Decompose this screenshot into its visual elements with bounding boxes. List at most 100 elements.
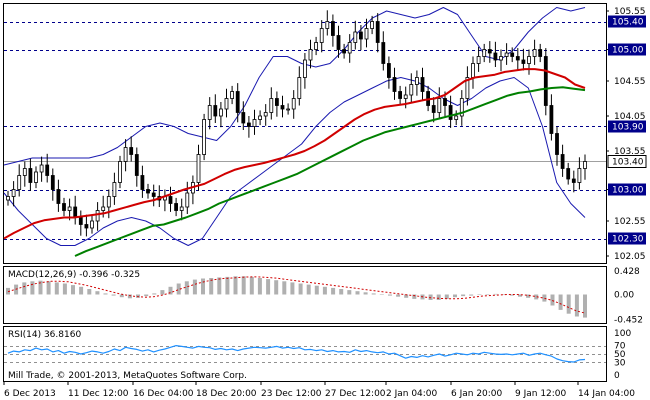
x-tick-label: 9 Jan 12:00 [515, 389, 567, 399]
level-tag-label: 102.30 [612, 235, 644, 245]
candle-body [549, 105, 554, 134]
macd-histogram-bar [266, 279, 271, 295]
candle-body [174, 203, 179, 211]
macd-histogram-bar [404, 294, 409, 298]
candle-body [202, 119, 207, 155]
macd-histogram-bar [257, 278, 262, 295]
candle-body [22, 168, 27, 176]
macd-tick-label: -0.452 [614, 315, 643, 325]
y-tick-label: 104.05 [614, 112, 646, 122]
candle-body [34, 171, 38, 183]
candle-body [403, 94, 408, 99]
macd-histogram-bar [339, 289, 344, 295]
macd-histogram-bar [282, 281, 287, 295]
level-tag [608, 183, 646, 196]
rsi-tick-label: 100 [614, 329, 631, 339]
macd-histogram-bar [534, 294, 539, 300]
candle-body [280, 105, 285, 110]
macd-histogram-bar [314, 285, 319, 295]
candle-body [527, 56, 531, 64]
x-tick-label: 18 Dec 20:00 [196, 389, 257, 399]
price-panel [3, 7, 606, 257]
candle-body [555, 133, 559, 155]
candle-body [448, 105, 453, 120]
macd-histogram-bar [152, 293, 157, 295]
candle-body [179, 206, 184, 211]
candle-body [90, 220, 94, 229]
x-tick-label: 14 Jan 04:00 [578, 389, 635, 399]
candle-body [73, 206, 78, 218]
macd-histogram-bar [371, 293, 376, 295]
macd-histogram-bar [111, 294, 116, 296]
macd-histogram-bar [192, 279, 197, 295]
candle-body [454, 115, 459, 120]
candle-body [583, 161, 587, 169]
candle-body [286, 108, 291, 111]
macd-histogram-bar [436, 294, 441, 300]
candle-body [521, 59, 526, 64]
candle-body [224, 98, 229, 110]
candle-body [347, 42, 352, 54]
macd-histogram-bar [168, 286, 173, 295]
candle-body [258, 115, 263, 120]
candle-body [28, 168, 33, 183]
candle-body [364, 28, 369, 40]
candle-body [431, 105, 436, 113]
current-price-tag [607, 155, 647, 168]
candle-body [263, 112, 268, 117]
x-tick-label: 11 Dec 12:00 [68, 389, 129, 399]
candle-body [50, 175, 55, 190]
candle-body [241, 112, 246, 124]
candle-body [196, 154, 201, 183]
macd-tick-label: 0.00 [614, 291, 634, 301]
level-tag [608, 15, 646, 28]
macd-histogram-bar [558, 294, 563, 310]
candle-body [543, 56, 548, 106]
macd-title: MACD(12,26,9) -0.396 -0.325 [8, 270, 140, 280]
macd-histogram-bar [233, 276, 238, 295]
candle-body [482, 49, 487, 57]
macd-histogram-bar [274, 280, 279, 295]
macd-histogram-bar [184, 281, 189, 295]
rsi-tick-label: 70 [614, 342, 626, 352]
macd-histogram-bar [290, 282, 295, 295]
candle-body [123, 147, 128, 162]
y-tick-label: 104.55 [614, 77, 646, 87]
candle-body [437, 98, 442, 113]
candle-body [325, 21, 330, 29]
macd-histogram-bar [477, 294, 482, 295]
candle-body [230, 91, 235, 99]
candle-body [358, 31, 363, 40]
price-panel-frame [3, 3, 607, 264]
macd-histogram-bar [363, 292, 368, 295]
y-tick-label: 105.55 [614, 7, 646, 17]
level-tag-label: 105.40 [612, 18, 644, 28]
candle-body [45, 164, 50, 176]
candle-body [504, 52, 509, 57]
current-price-tag-label: 103.40 [612, 158, 644, 168]
macd-histogram-bar [201, 278, 205, 295]
level-tag-label: 103.90 [612, 123, 644, 133]
candle-body [118, 161, 122, 183]
macd-histogram-bar [526, 294, 531, 298]
candle-body [62, 203, 66, 211]
candle-body [336, 35, 341, 50]
candle-body [297, 77, 302, 99]
candle-body [67, 206, 72, 211]
macd-histogram-bar [331, 287, 336, 295]
macd-histogram-bar [225, 276, 230, 295]
candle-body [207, 105, 212, 120]
macd-histogram-bar [144, 294, 149, 297]
candle-body [381, 42, 386, 64]
candle-body [577, 168, 582, 183]
candle-body [459, 98, 464, 117]
macd-histogram-bar [493, 293, 498, 295]
macd-histogram-bar [379, 294, 384, 295]
x-tick-label: 6 Jan 20:00 [451, 389, 503, 399]
candle-body [342, 49, 347, 54]
candle-body [101, 206, 106, 211]
macd-histogram-bar [54, 282, 59, 295]
candle-body [151, 192, 156, 197]
candle-body [353, 31, 358, 43]
candle-body [493, 52, 498, 61]
